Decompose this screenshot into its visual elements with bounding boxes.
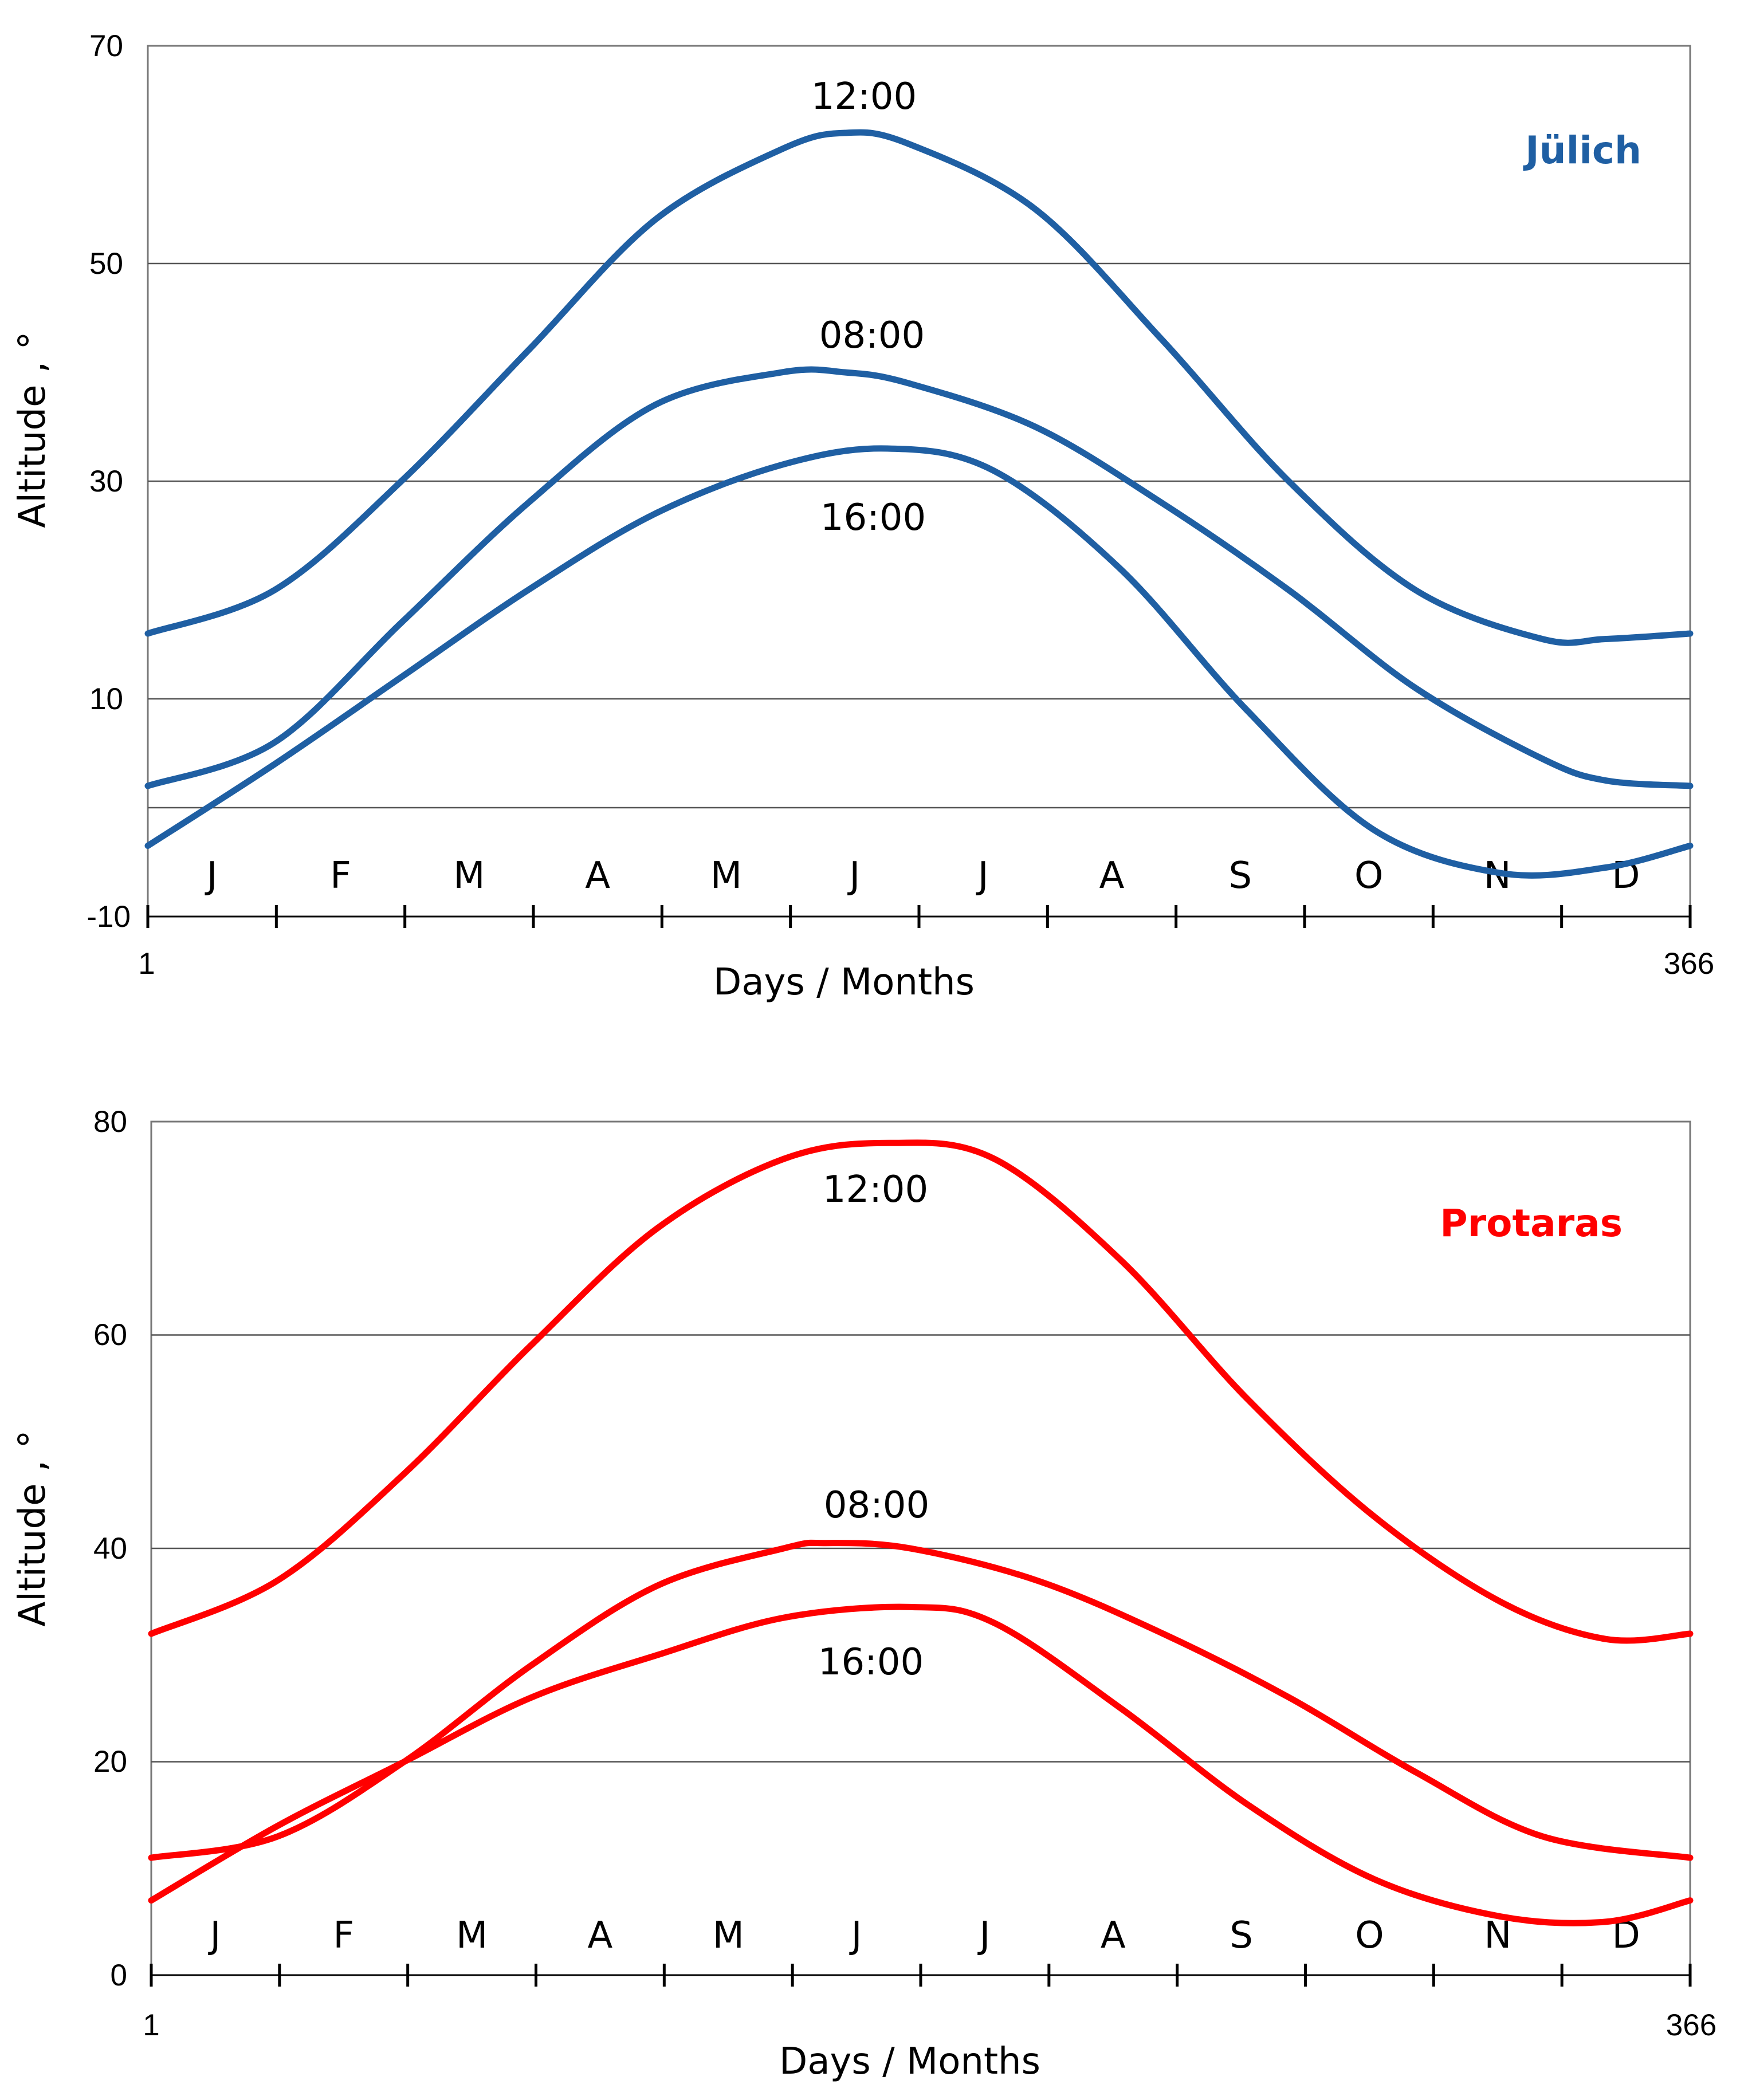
month-label: A <box>585 855 610 897</box>
month-label: A <box>588 1914 613 1957</box>
series-line-1600 <box>144 445 1694 879</box>
x-end-label: 366 <box>1664 947 1714 981</box>
series-label-0800: 08:00 <box>824 1484 929 1527</box>
ytick-label: 40 <box>93 1532 127 1566</box>
ytick-label: 20 <box>93 1745 127 1779</box>
month-label: A <box>1101 1914 1126 1957</box>
month-label: M <box>710 855 742 897</box>
series-line-1600 <box>148 1603 1694 1926</box>
ytick-label: 30 <box>89 465 123 498</box>
month-ticks-julich <box>146 905 1692 928</box>
month-label: J <box>849 1914 862 1957</box>
x-axis-title: Days / Months <box>779 2040 1040 2083</box>
month-label: F <box>333 1914 354 1957</box>
series-julich <box>144 129 1694 879</box>
y-axis-title: Altitude , ° <box>11 331 54 528</box>
series-label-1600: 16:00 <box>818 1641 924 1684</box>
month-label: J <box>207 1914 221 1957</box>
ytick-label: 60 <box>93 1318 127 1352</box>
ytick-label: -10 <box>87 900 131 934</box>
month-label: M <box>456 1914 488 1957</box>
month-label: S <box>1229 855 1252 897</box>
month-label: M <box>453 855 485 897</box>
ytick-label: 0 <box>111 1959 127 1992</box>
x-start-label: 1 <box>143 2008 159 2042</box>
month-ticks-protaras <box>150 1964 1692 1987</box>
y-axis-title: Altitude , ° <box>11 1430 54 1626</box>
month-label: O <box>1354 855 1383 897</box>
month-label: J <box>205 855 218 897</box>
chart-title-julich: Jülich <box>1523 128 1641 172</box>
series-line-1200 <box>144 129 1694 646</box>
series-label-1600: 16:00 <box>820 497 926 539</box>
month-label: A <box>1099 855 1125 897</box>
series-protaras <box>148 1139 1694 1926</box>
month-label: S <box>1230 1914 1253 1957</box>
x-start-label: 1 <box>138 947 155 981</box>
x-axis-title: Days / Months <box>713 961 975 1004</box>
month-label: J <box>976 855 989 897</box>
ytick-label: 10 <box>89 682 123 716</box>
chart-title-protaras: Protaras <box>1440 1201 1623 1245</box>
series-line-1200 <box>148 1139 1694 1644</box>
ytick-label: 50 <box>89 247 123 281</box>
ytick-label: 80 <box>93 1105 127 1139</box>
series-label-0800: 08:00 <box>819 314 925 357</box>
series-line-0800 <box>144 366 1694 789</box>
month-label: M <box>713 1914 744 1957</box>
month-label: J <box>977 1914 990 1957</box>
x-end-label: 366 <box>1666 2008 1716 2042</box>
month-label: O <box>1355 1914 1384 1957</box>
series-label-1200: 12:00 <box>811 76 917 118</box>
month-label: N <box>1484 1914 1511 1957</box>
ytick-label: 70 <box>89 29 123 63</box>
series-label-1200: 12:00 <box>823 1169 928 1211</box>
month-label: J <box>847 855 860 897</box>
month-label: F <box>330 855 351 897</box>
